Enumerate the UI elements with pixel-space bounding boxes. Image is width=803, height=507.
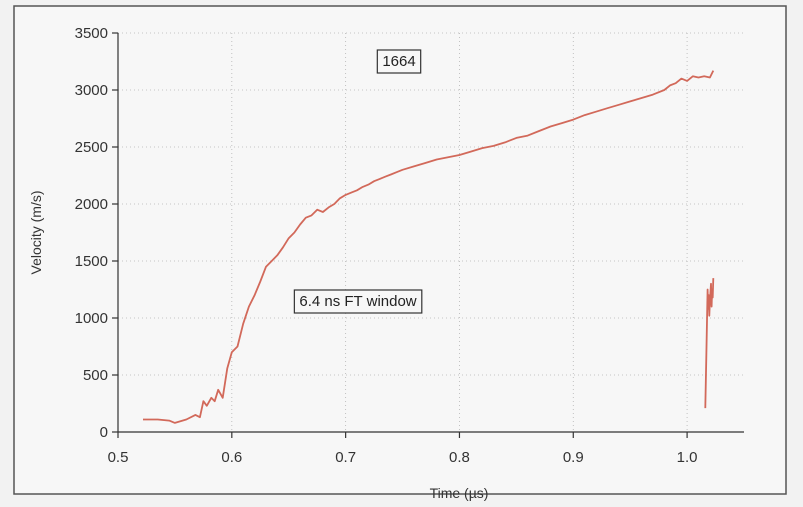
x-tick-label: 0.8 (449, 449, 470, 466)
ft-window-annotation-text: 6.4 ns FT window (299, 293, 416, 310)
y-tick-label: 500 (83, 367, 108, 384)
y-tick-label: 2000 (75, 196, 108, 213)
y-tick-label: 3500 (75, 25, 108, 42)
x-tick-label: 1.0 (677, 449, 698, 466)
series-line-1 (143, 70, 715, 424)
series-line-2 (704, 278, 715, 409)
y-tick-label: 0 (100, 424, 108, 441)
plot-area (118, 33, 744, 432)
x-tick-label: 0.9 (563, 449, 584, 466)
y-tick-label: 1000 (75, 310, 108, 327)
x-tick-label: 0.7 (335, 449, 356, 466)
ft-window-annotation-box (293, 289, 423, 314)
sample-id-annotation-box (376, 49, 422, 74)
y-tick-label: 3000 (75, 82, 108, 99)
y-axis-label: Velocity (m/s) (28, 190, 44, 274)
y-tick-label: 1500 (75, 253, 108, 270)
sample-id-annotation-text: 1664 (382, 53, 415, 70)
x-tick-label: 0.5 (108, 449, 129, 466)
x-tick-label: 0.6 (221, 449, 242, 466)
x-axis-label: Time (µs) (430, 485, 489, 501)
y-tick-label: 2500 (75, 139, 108, 156)
